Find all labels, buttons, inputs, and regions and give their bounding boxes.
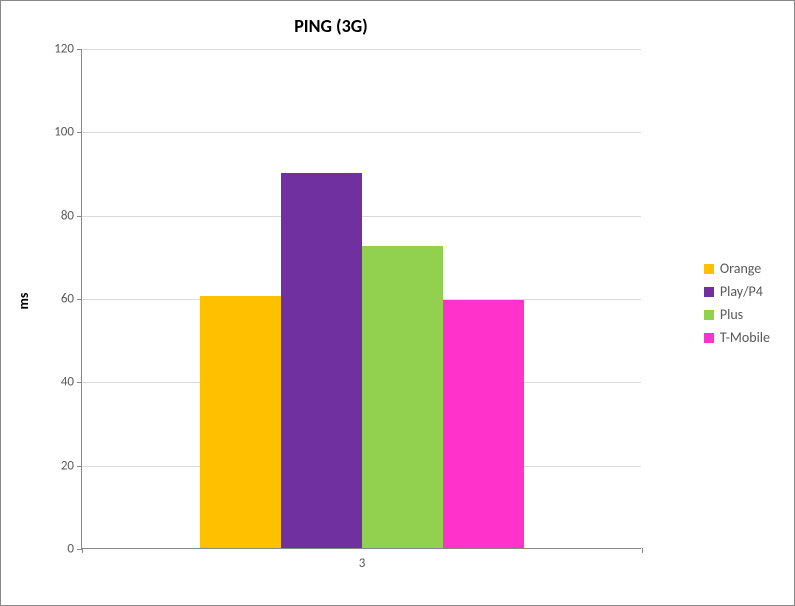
bar-orange: [200, 296, 281, 548]
y-tick-label: 60: [61, 292, 82, 307]
y-tick-label: 40: [61, 375, 82, 390]
bar-play-p4: [281, 173, 362, 548]
gridline: [82, 49, 641, 50]
legend-label: Plus: [720, 306, 743, 323]
legend-label: Play/P4: [720, 283, 763, 300]
legend-item: Plus: [704, 306, 770, 323]
legend-item: T-Mobile: [704, 329, 770, 346]
x-tick: [642, 548, 643, 553]
gridline: [82, 132, 641, 133]
legend-item: Orange: [704, 260, 770, 277]
y-tick-label: 120: [54, 42, 82, 57]
legend-item: Play/P4: [704, 283, 770, 300]
legend-swatch: [704, 287, 714, 297]
legend: Orange Play/P4 Plus T-Mobile: [704, 254, 770, 352]
legend-swatch: [704, 310, 714, 320]
legend-label: T-Mobile: [720, 329, 770, 346]
y-tick-label: 100: [54, 125, 82, 140]
legend-label: Orange: [720, 260, 761, 277]
chart-container: PING (3G) ms 0204060801001203 OrangePlay…: [0, 0, 795, 606]
x-tick: [82, 548, 83, 553]
y-tick-label: 0: [67, 542, 82, 557]
y-tick-label: 20: [61, 458, 82, 473]
x-tick-label: 3: [359, 548, 366, 571]
bar-t-mobile: [443, 300, 524, 548]
chart-title: PING (3G): [1, 15, 661, 37]
y-tick-label: 80: [61, 208, 82, 223]
y-axis-label: ms: [15, 293, 32, 310]
legend-swatch: [704, 264, 714, 274]
legend-swatch: [704, 333, 714, 343]
plot-area: 0204060801001203: [81, 49, 641, 549]
bar-plus: [362, 246, 443, 548]
